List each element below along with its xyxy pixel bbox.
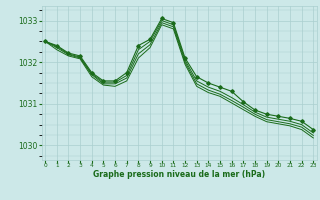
X-axis label: Graphe pression niveau de la mer (hPa): Graphe pression niveau de la mer (hPa) — [93, 170, 265, 179]
